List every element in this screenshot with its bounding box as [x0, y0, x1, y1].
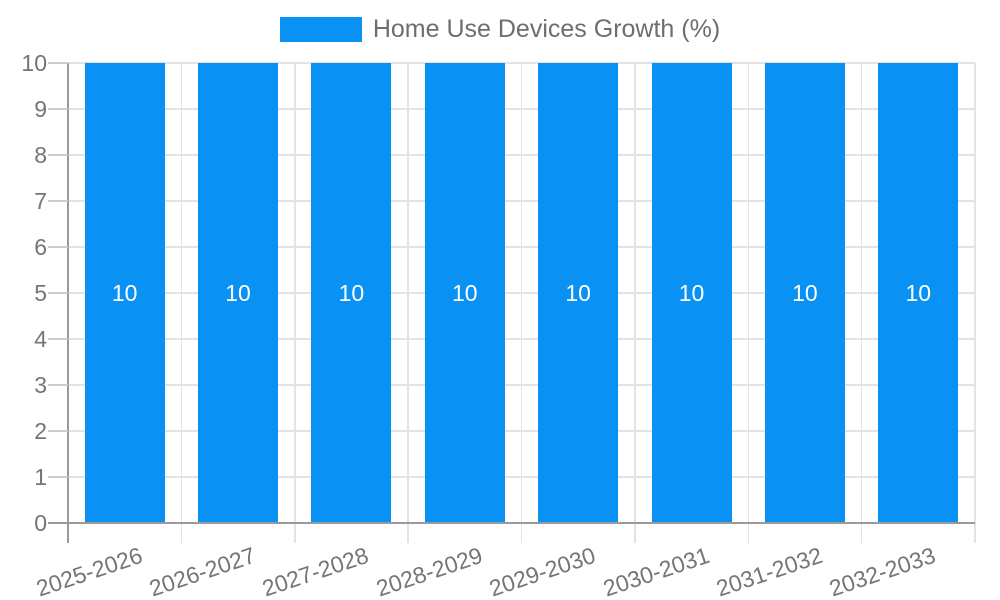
- bar[interactable]: 10: [651, 63, 732, 523]
- bar[interactable]: 10: [198, 63, 279, 523]
- bar-value-label: 10: [338, 280, 365, 306]
- bar-value-label: 10: [452, 280, 478, 306]
- y-axis-tick-label: 3: [34, 372, 47, 398]
- bar-value-label: 10: [565, 280, 591, 306]
- y-axis-tick: [48, 338, 68, 340]
- x-axis-label: 2025-2026: [32, 541, 146, 600]
- bar[interactable]: 10: [538, 63, 619, 523]
- y-axis-tick: [48, 430, 68, 432]
- bar-value-label: 10: [905, 280, 932, 306]
- baseline: [48, 522, 975, 524]
- y-axis-tick: [48, 476, 68, 478]
- bar[interactable]: 10: [878, 63, 959, 523]
- y-axis-line: [67, 63, 69, 543]
- y-axis-tick: [48, 154, 68, 156]
- category-boundary-line: [520, 63, 523, 543]
- y-axis-tick-label: 2: [34, 418, 47, 444]
- bar-value-label: 10: [225, 280, 251, 306]
- category-boundary-line: [634, 63, 636, 543]
- y-axis-tick-label: 4: [34, 326, 47, 352]
- x-axis-label: 2030-2031: [599, 541, 713, 600]
- category-boundary-line: [407, 63, 409, 543]
- category-boundary-line: [180, 63, 183, 543]
- y-axis-tick: [48, 62, 68, 64]
- y-axis-tick: [48, 292, 68, 294]
- y-axis-tick: [48, 200, 68, 202]
- y-axis-tick-label: 9: [34, 96, 47, 122]
- legend-item[interactable]: Home Use Devices Growth (%): [279, 15, 721, 44]
- y-axis-tick-label: 5: [34, 280, 47, 306]
- category-boundary-line: [294, 63, 296, 543]
- y-axis-tick: [48, 246, 68, 248]
- legend-label: Home Use Devices Growth (%): [372, 15, 721, 43]
- y-axis-tick: [48, 108, 68, 110]
- legend-swatch-icon: [279, 17, 362, 42]
- x-axis-label: 2026-2027: [146, 541, 259, 600]
- x-axis-label: 2032-2033: [826, 541, 939, 600]
- x-axis-label: 2029-2030: [486, 541, 599, 600]
- category-boundary-line: [974, 63, 976, 543]
- y-axis-tick-label: 6: [34, 234, 47, 260]
- y-axis-tick-label: 1: [34, 464, 47, 490]
- legend: Home Use Devices Growth (%): [0, 15, 1000, 44]
- bar[interactable]: 10: [764, 63, 845, 523]
- y-axis-tick-label: 10: [21, 50, 47, 76]
- y-axis-tick-label: 8: [34, 142, 47, 168]
- x-axis-label: 2027-2028: [259, 541, 373, 600]
- bar-value-label: 10: [792, 280, 818, 306]
- bar[interactable]: 10: [84, 63, 165, 523]
- x-axis-label: 2031-2032: [712, 541, 826, 600]
- category-boundary-line: [747, 63, 749, 543]
- bar-value-label: 10: [678, 280, 705, 306]
- y-axis-tick-label: 0: [34, 510, 47, 536]
- x-axis-label: 2028-2029: [372, 541, 486, 600]
- y-axis-tick-label: 7: [34, 188, 47, 214]
- bar[interactable]: 10: [424, 63, 505, 523]
- bar-value-label: 10: [111, 280, 138, 306]
- category-boundary-line: [860, 63, 863, 543]
- y-axis-tick: [48, 384, 68, 386]
- bar[interactable]: 10: [311, 63, 392, 523]
